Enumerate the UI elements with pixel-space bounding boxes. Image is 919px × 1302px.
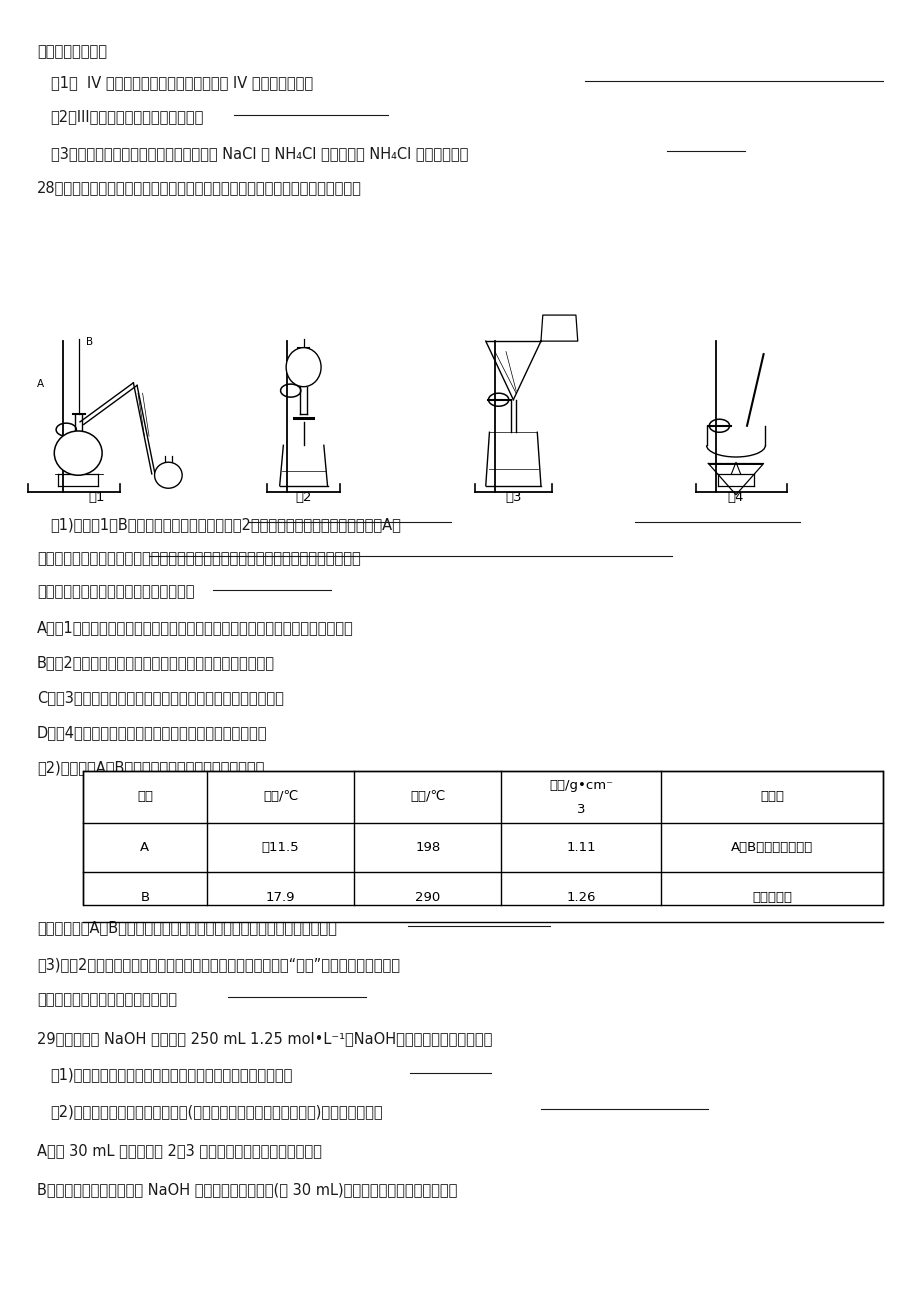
Text: A: A <box>141 841 149 854</box>
Text: 图4: 图4 <box>727 491 743 504</box>
Text: A．图1实验中，加热一段时间后发现未加入碎瓷片，应马上添加，以防发生危险: A．图1实验中，加热一段时间后发现未加入碎瓷片，应马上添加，以防发生危险 <box>37 620 353 635</box>
Text: 17.9: 17.9 <box>266 891 295 904</box>
Text: A．用 30 mL 水洗涤烧杯 2～3 次，洗涤液均注入容量瓶，振荡: A．用 30 mL 水洗涤烧杯 2～3 次，洗涤液均注入容量瓶，振荡 <box>37 1143 322 1159</box>
Text: 据此分析，将A和B相互分离可选用上图中的图＿＿＿＿＿＿＿＿所示仪器。: 据此分析，将A和B相互分离可选用上图中的图＿＿＿＿＿＿＿＿所示仪器。 <box>37 921 336 936</box>
Text: A: A <box>37 379 44 389</box>
Text: （2)配制时，其正确的操作顺序是(字母表示，每个字母只能用一次)＿＿＿＿＿＿。: （2)配制时，其正确的操作顺序是(字母表示，每个字母只能用一次)＿＿＿＿＿＿。 <box>51 1104 383 1120</box>
Text: （3)在图2所示实验中，静置分层后，如果不知道哪一层液体是“水层”，试设计一种简便的: （3)在图2所示实验中，静置分层后，如果不知道哪一层液体是“水层”，试设计一种简… <box>37 957 400 973</box>
Text: 1.11: 1.11 <box>565 841 596 854</box>
Text: 29．实验室用 NaOH 固体配制 250 mL 1.25 mol•L⁻¹的NaOH溶液，请回答下列问题：: 29．实验室用 NaOH 固体配制 250 mL 1.25 mol•L⁻¹的Na… <box>37 1031 492 1047</box>
Text: （3）通过上述溶解度表，如何从含有少量 NaCl 的 NH₄Cl 溶液中获得 NH₄Cl 晶体：＿＿。: （3）通过上述溶解度表，如何从含有少量 NaCl 的 NH₄Cl 溶液中获得 N… <box>51 146 468 161</box>
Text: 燔点/℃: 燔点/℃ <box>263 790 298 803</box>
Text: 28．下图是中学化学中常用于混合物的分离和提纯的装置，请根据装置回答问题：: 28．下图是中学化学中常用于混合物的分离和提纯的装置，请根据装置回答问题： <box>37 180 361 195</box>
Text: 溶解性: 溶解性 <box>759 790 783 803</box>
Text: 3: 3 <box>576 803 584 816</box>
Text: （2)现有一瓶A和B的混合液，已知它们的性质如下表。: （2)现有一瓶A和B的混合液，已知它们的性质如下表。 <box>37 760 264 776</box>
Text: 判断方法。＿＿＿＿＿＿＿＿＿＿。: 判断方法。＿＿＿＿＿＿＿＿＿＿。 <box>37 992 176 1008</box>
Text: 密度/g•cm⁻: 密度/g•cm⁻ <box>549 779 612 792</box>
Text: （1）  IV 的反应条件是加热，请尝试写出 IV 的反应方程式：: （1） IV 的反应条件是加热，请尝试写出 IV 的反应方程式： <box>51 76 312 91</box>
Text: 于水和酒精: 于水和酒精 <box>751 891 791 904</box>
Text: 198: 198 <box>414 841 440 854</box>
Text: 图3: 图3 <box>505 491 521 504</box>
Text: C．图3实验中，可以用玻璃棒在漏斗中搅拌，以加快过滤速度: C．图3实验中，可以用玻璃棒在漏斗中搅拌，以加快过滤速度 <box>37 690 283 706</box>
Text: （2）III的操作名称叫＿＿＿＿＿＿。: （2）III的操作名称叫＿＿＿＿＿＿。 <box>51 109 204 125</box>
Text: 290: 290 <box>414 891 440 904</box>
Ellipse shape <box>154 462 182 488</box>
Text: 一般要加入碎瓷片，其作用是＿＿＿＿＿＿＿＿＿＿＿＿＿＿＿＿＿＿。下列关于以: 一般要加入碎瓷片，其作用是＿＿＿＿＿＿＿＿＿＿＿＿＿＿＿＿＿＿。下列关于以 <box>37 551 360 566</box>
Text: B．图2实验中，应打开活塞，将有机溶剂从下端导管中放出: B．图2实验中，应打开活塞，将有机溶剂从下端导管中放出 <box>37 655 275 671</box>
Text: 试回答下列问题：: 试回答下列问题： <box>37 44 107 60</box>
Text: －11.5: －11.5 <box>262 841 299 854</box>
Text: B．用天平准确称取所需的 NaOH 的质量，加入少量水(约 30 mL)，用玻璃棒慢慢搅动，使其充: B．用天平准确称取所需的 NaOH 的质量，加入少量水(约 30 mL)，用玻璃… <box>37 1182 457 1198</box>
Text: （1)配制时必须用到的玻璃仪器有：烧杯、玻璃棒、＿＿＿。: （1)配制时必须用到的玻璃仪器有：烧杯、玻璃棒、＿＿＿。 <box>51 1068 292 1083</box>
Bar <box>83 771 882 905</box>
Text: （1)装置图1中B的名称是＿＿＿＿＿＿＿，图2中漏斗的名称是＿＿＿＿＿＿＿。A中: （1)装置图1中B的名称是＿＿＿＿＿＿＿，图2中漏斗的名称是＿＿＿＿＿＿＿。A中 <box>51 517 401 533</box>
Text: B: B <box>141 891 149 904</box>
Text: 图1: 图1 <box>88 491 105 504</box>
Text: 沸点/℃: 沸点/℃ <box>410 790 445 803</box>
Text: D．图4实验中，当加热至有较多固体析出时，即停止加热: D．图4实验中，当加热至有较多固体析出时，即停止加热 <box>37 725 267 741</box>
Ellipse shape <box>286 348 321 387</box>
Text: A、B互溶，且均易溶: A、B互溶，且均易溶 <box>730 841 812 854</box>
Text: 1.26: 1.26 <box>565 891 596 904</box>
Text: 上实验操作说法一定正确的是＿＿＿＿。: 上实验操作说法一定正确的是＿＿＿＿。 <box>37 585 194 600</box>
Text: B: B <box>85 337 93 348</box>
Text: 物质: 物质 <box>137 790 153 803</box>
Ellipse shape <box>54 431 102 475</box>
Text: 图2: 图2 <box>295 491 312 504</box>
